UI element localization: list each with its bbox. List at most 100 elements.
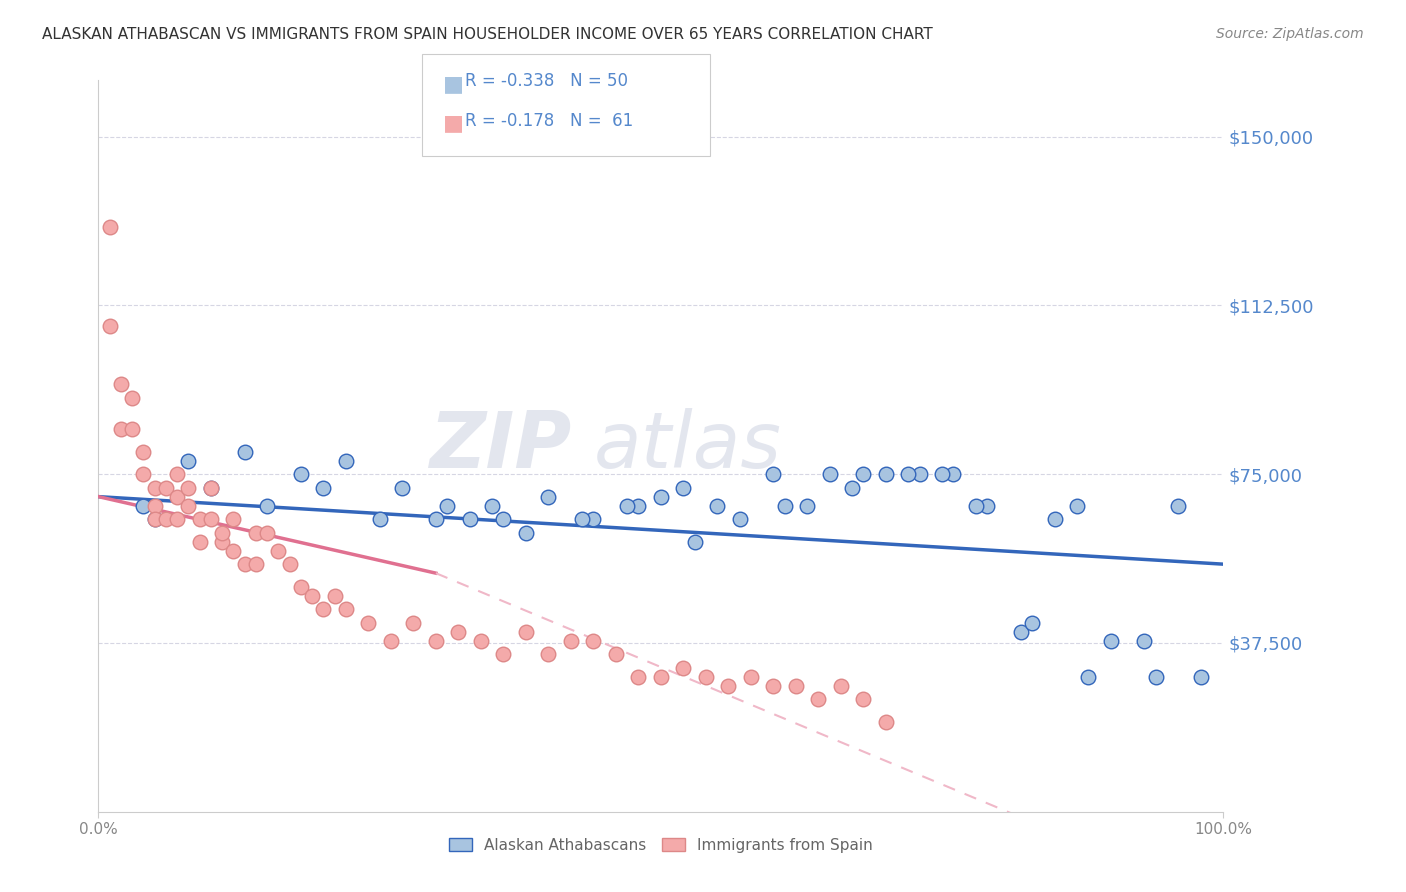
Point — [121, 422, 143, 436]
Point — [841, 481, 863, 495]
Point — [323, 589, 346, 603]
Point — [267, 543, 290, 558]
Text: ■: ■ — [443, 113, 464, 133]
Point — [166, 512, 188, 526]
Point — [121, 391, 143, 405]
Point — [672, 661, 695, 675]
Point — [312, 481, 335, 495]
Point — [796, 499, 818, 513]
Point — [762, 679, 785, 693]
Point — [672, 481, 695, 495]
Point — [200, 481, 222, 495]
Point — [132, 444, 155, 458]
Point — [1133, 633, 1156, 648]
Point — [627, 670, 650, 684]
Point — [301, 589, 323, 603]
Point — [616, 499, 638, 513]
Point — [537, 647, 560, 661]
Point — [200, 512, 222, 526]
Point — [222, 543, 245, 558]
Point — [481, 499, 503, 513]
Point — [335, 602, 357, 616]
Point — [560, 633, 582, 648]
Text: ■: ■ — [443, 74, 464, 94]
Point — [391, 481, 413, 495]
Point — [773, 499, 796, 513]
Text: R = -0.178   N =  61: R = -0.178 N = 61 — [465, 112, 634, 129]
Point — [166, 490, 188, 504]
Point — [1167, 499, 1189, 513]
Point — [605, 647, 627, 661]
Point — [425, 512, 447, 526]
Point — [1077, 670, 1099, 684]
Point — [762, 467, 785, 482]
Point — [1099, 633, 1122, 648]
Point — [717, 679, 740, 693]
Point — [98, 219, 121, 234]
Point — [211, 525, 233, 540]
Point — [1010, 624, 1032, 639]
Point — [875, 467, 897, 482]
Point — [942, 467, 965, 482]
Point — [515, 624, 537, 639]
Point — [492, 647, 515, 661]
Legend: Alaskan Athabascans, Immigrants from Spain: Alaskan Athabascans, Immigrants from Spa… — [443, 831, 879, 859]
Point — [256, 525, 278, 540]
Point — [177, 499, 200, 513]
Point — [908, 467, 931, 482]
Point — [166, 467, 188, 482]
Point — [245, 525, 267, 540]
Point — [312, 602, 335, 616]
Point — [155, 512, 177, 526]
Point — [402, 615, 425, 630]
Point — [278, 557, 301, 571]
Point — [425, 633, 447, 648]
Point — [98, 318, 121, 333]
Point — [830, 679, 852, 693]
Point — [256, 499, 278, 513]
Point — [1021, 615, 1043, 630]
Point — [245, 557, 267, 571]
Text: atlas: atlas — [593, 408, 782, 484]
Point — [132, 499, 155, 513]
Point — [368, 512, 391, 526]
Point — [188, 512, 211, 526]
Point — [233, 444, 256, 458]
Point — [143, 512, 166, 526]
Point — [143, 499, 166, 513]
Point — [740, 670, 762, 684]
Text: R = -0.338   N = 50: R = -0.338 N = 50 — [465, 72, 628, 90]
Point — [188, 534, 211, 549]
Point — [143, 481, 166, 495]
Point — [650, 670, 672, 684]
Point — [1189, 670, 1212, 684]
Point — [233, 557, 256, 571]
Point — [897, 467, 920, 482]
Point — [695, 670, 717, 684]
Point — [976, 499, 998, 513]
Point — [110, 377, 132, 392]
Point — [931, 467, 953, 482]
Point — [875, 714, 897, 729]
Point — [571, 512, 593, 526]
Point — [177, 453, 200, 467]
Point — [627, 499, 650, 513]
Point — [143, 512, 166, 526]
Text: ZIP: ZIP — [429, 408, 571, 484]
Point — [650, 490, 672, 504]
Point — [447, 624, 470, 639]
Point — [335, 453, 357, 467]
Point — [222, 512, 245, 526]
Point — [492, 512, 515, 526]
Point — [211, 534, 233, 549]
Point — [470, 633, 492, 648]
Point — [380, 633, 402, 648]
Point — [683, 534, 706, 549]
Point — [436, 499, 458, 513]
Point — [357, 615, 380, 630]
Point — [582, 633, 605, 648]
Point — [852, 467, 875, 482]
Point — [537, 490, 560, 504]
Point — [177, 481, 200, 495]
Point — [1043, 512, 1066, 526]
